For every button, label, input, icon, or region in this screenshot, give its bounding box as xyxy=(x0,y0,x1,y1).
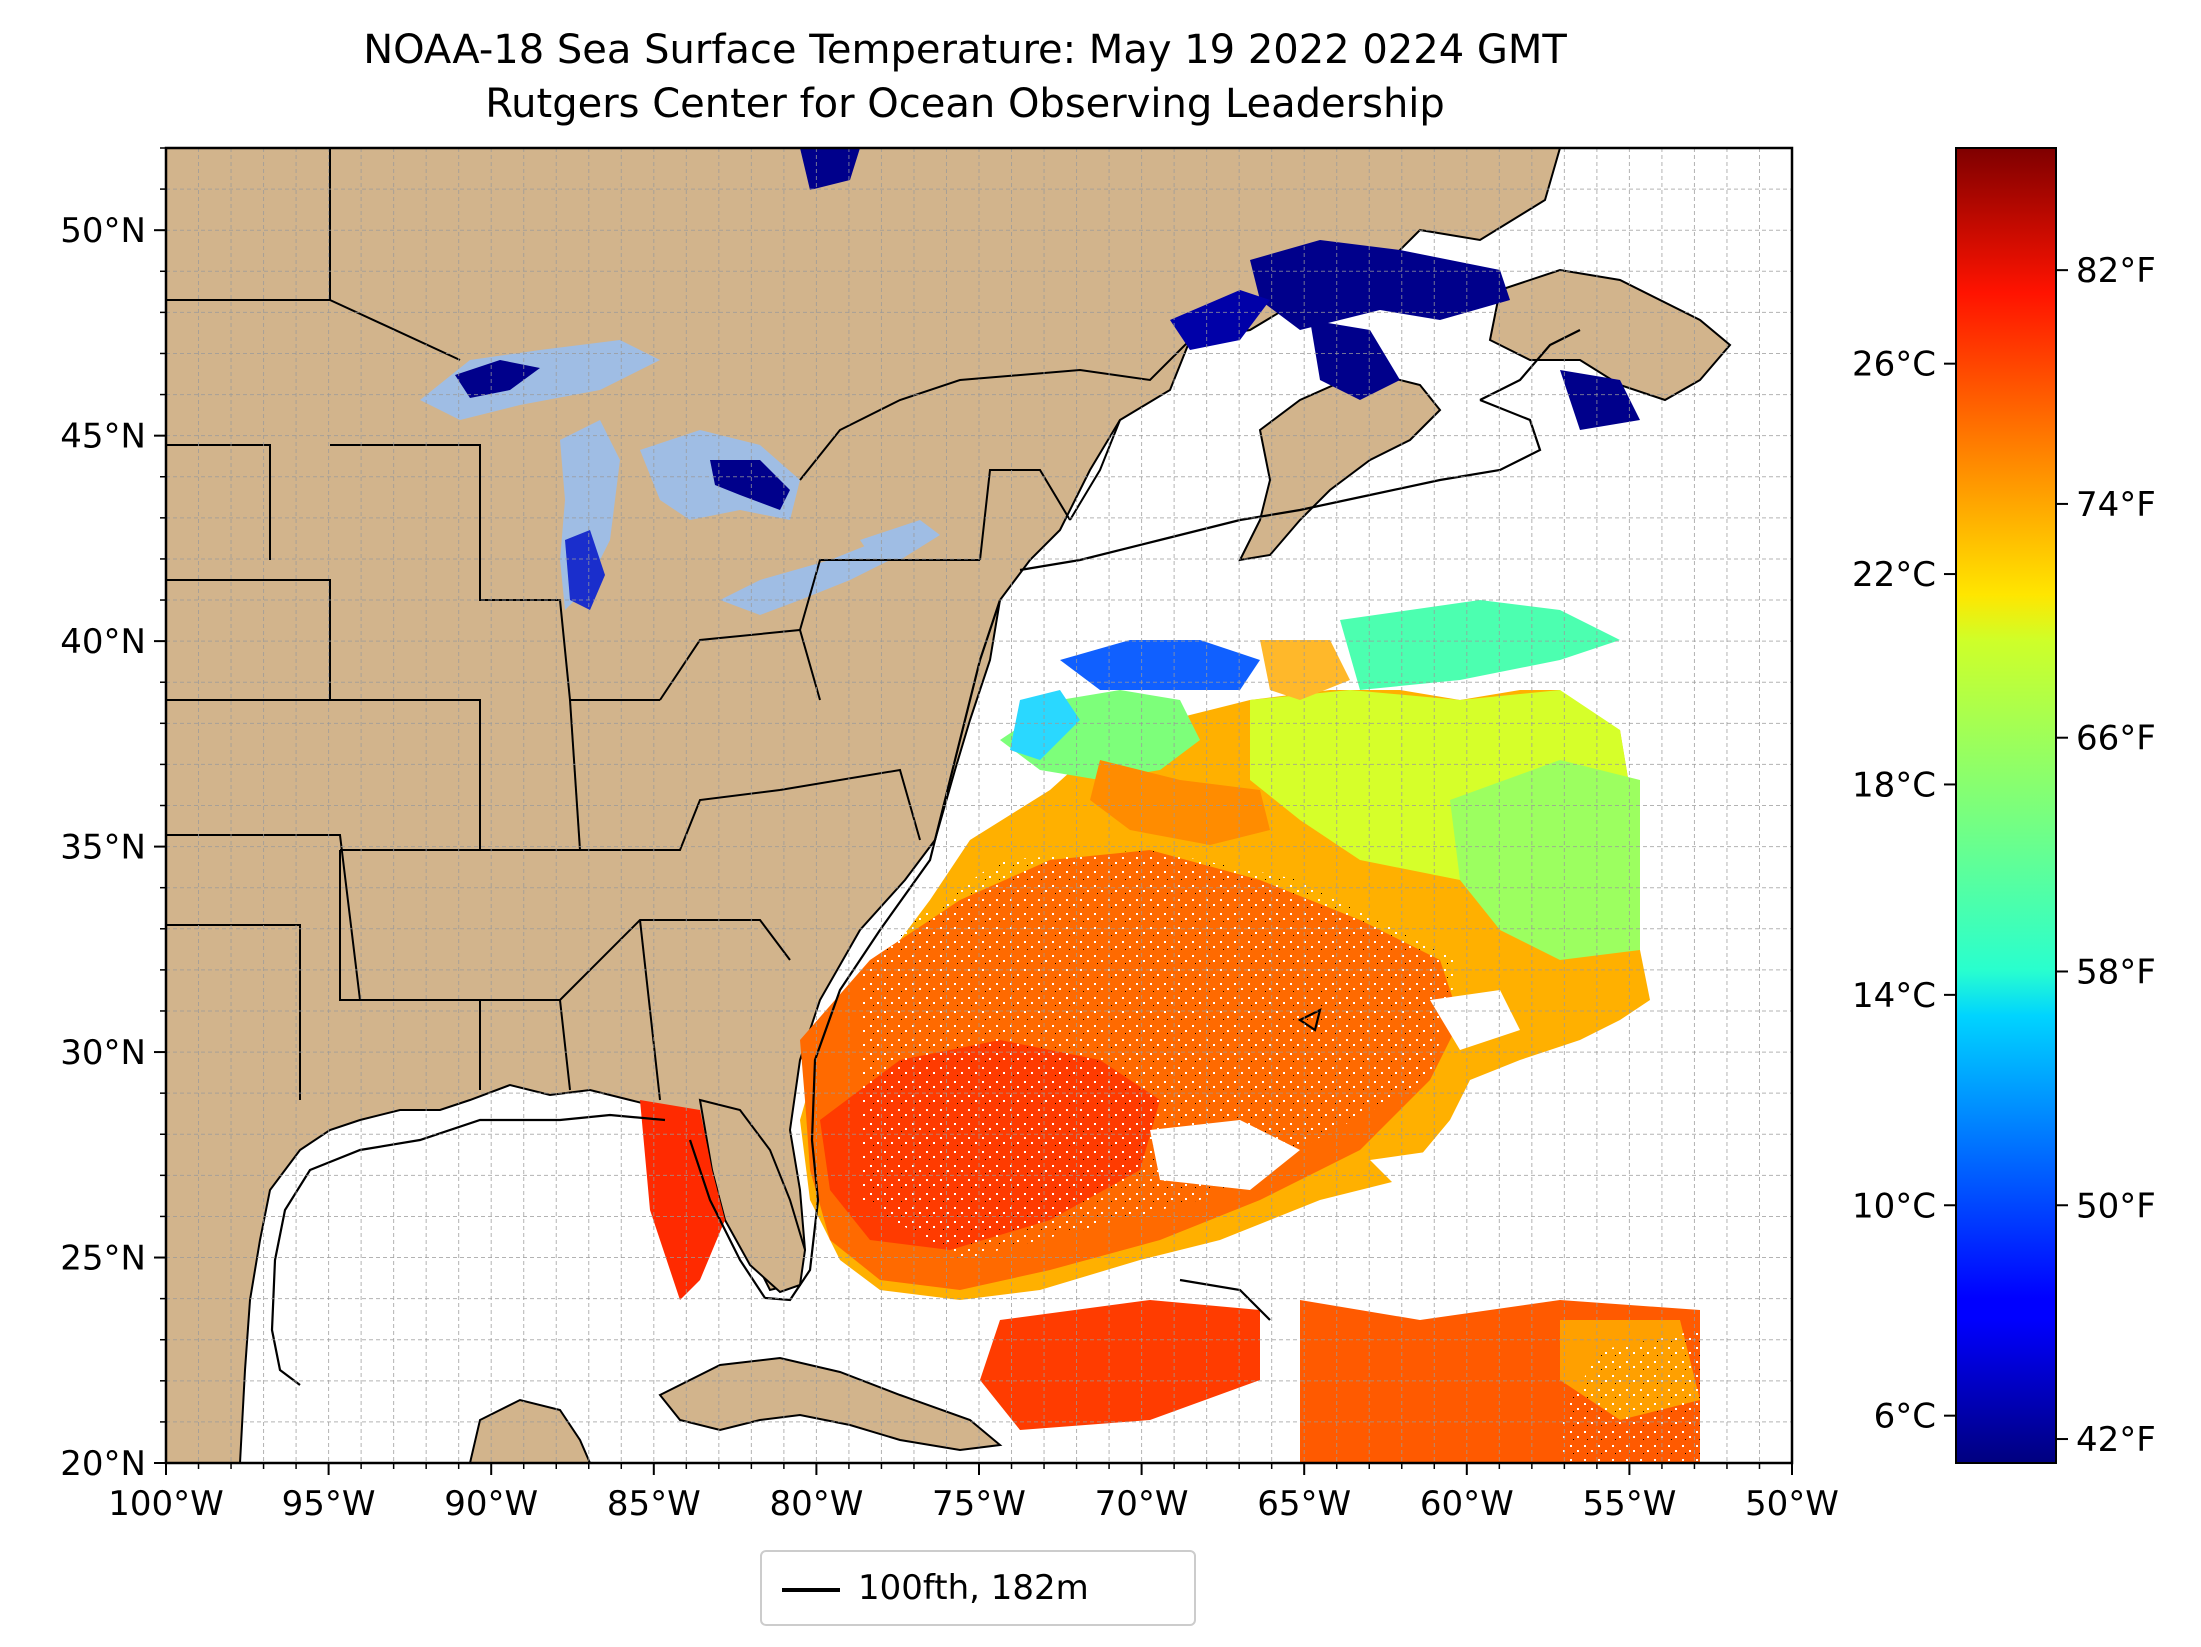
colorbar-ticks: 6°C 10°C 14°C 18°C 22°C 26°C 42°F 50°F 58°F 66°F 7… xyxy=(1852,251,2156,1460)
lat-tick-label: 20°N xyxy=(60,1444,146,1484)
legend-line-swatch xyxy=(782,1588,840,1592)
land-yucatan xyxy=(468,1398,592,1463)
celsius-tick-label: 22°C xyxy=(1852,555,1936,595)
fahrenheit-tick-label: 42°F xyxy=(2076,1420,2156,1460)
land-newfoundland xyxy=(1488,268,1732,402)
lat-tick-label: 40°N xyxy=(60,622,146,662)
lat-tick-label: 35°N xyxy=(60,828,146,868)
fahrenheit-tick-label: 66°F xyxy=(2076,719,2156,759)
lat-tick-label: 30°N xyxy=(60,1033,146,1073)
lon-tick-label: 55°W xyxy=(1582,1484,1676,1524)
lon-tick-label: 80°W xyxy=(769,1484,863,1524)
celsius-tick-label: 14°C xyxy=(1852,976,1936,1016)
axis-ticks: 100°W 95°W 90°W 85°W 80°W 75°W 70°W 65°W 60°W 55°… xyxy=(60,147,1839,1524)
figure-subtitle: Rutgers Center for Ocean Observing Leade… xyxy=(485,81,1445,127)
celsius-tick-label: 18°C xyxy=(1852,765,1936,805)
sst-data-layer xyxy=(640,148,1700,1463)
lon-tick-label: 85°W xyxy=(607,1484,701,1524)
lon-tick-label: 75°W xyxy=(932,1484,1026,1524)
isobath-100fth xyxy=(270,329,1581,1386)
fahrenheit-tick-label: 50°F xyxy=(2076,1186,2156,1226)
lon-tick-label: 70°W xyxy=(1095,1484,1189,1524)
legend-label: 100fth, 182m xyxy=(858,1568,1089,1608)
lat-tick-label: 45°N xyxy=(60,417,146,457)
fahrenheit-tick-label: 82°F xyxy=(2076,251,2156,291)
lon-tick-label: 90°W xyxy=(444,1484,538,1524)
fahrenheit-tick-label: 74°F xyxy=(2076,485,2156,525)
lon-tick-label: 65°W xyxy=(1257,1484,1351,1524)
lon-tick-label: 100°W xyxy=(108,1484,224,1524)
fahrenheit-tick-label: 58°F xyxy=(2076,952,2156,992)
lon-tick-label: 95°W xyxy=(282,1484,376,1524)
map-legend: 100fth, 182m xyxy=(760,1550,1196,1626)
colorbar xyxy=(1955,147,2057,1464)
lat-tick-label: 25°N xyxy=(60,1239,146,1279)
celsius-tick-label: 26°C xyxy=(1852,345,1936,385)
celsius-tick-label: 6°C xyxy=(1874,1397,1936,1437)
lon-tick-label: 60°W xyxy=(1420,1484,1514,1524)
figure-title: NOAA-18 Sea Surface Temperature: May 19 … xyxy=(363,27,1567,73)
celsius-tick-label: 10°C xyxy=(1852,1186,1936,1226)
land-cuba xyxy=(658,1356,1003,1452)
gridlines xyxy=(166,148,1792,1463)
lat-tick-label: 50°N xyxy=(60,211,146,251)
lon-tick-label: 50°W xyxy=(1745,1484,1839,1524)
